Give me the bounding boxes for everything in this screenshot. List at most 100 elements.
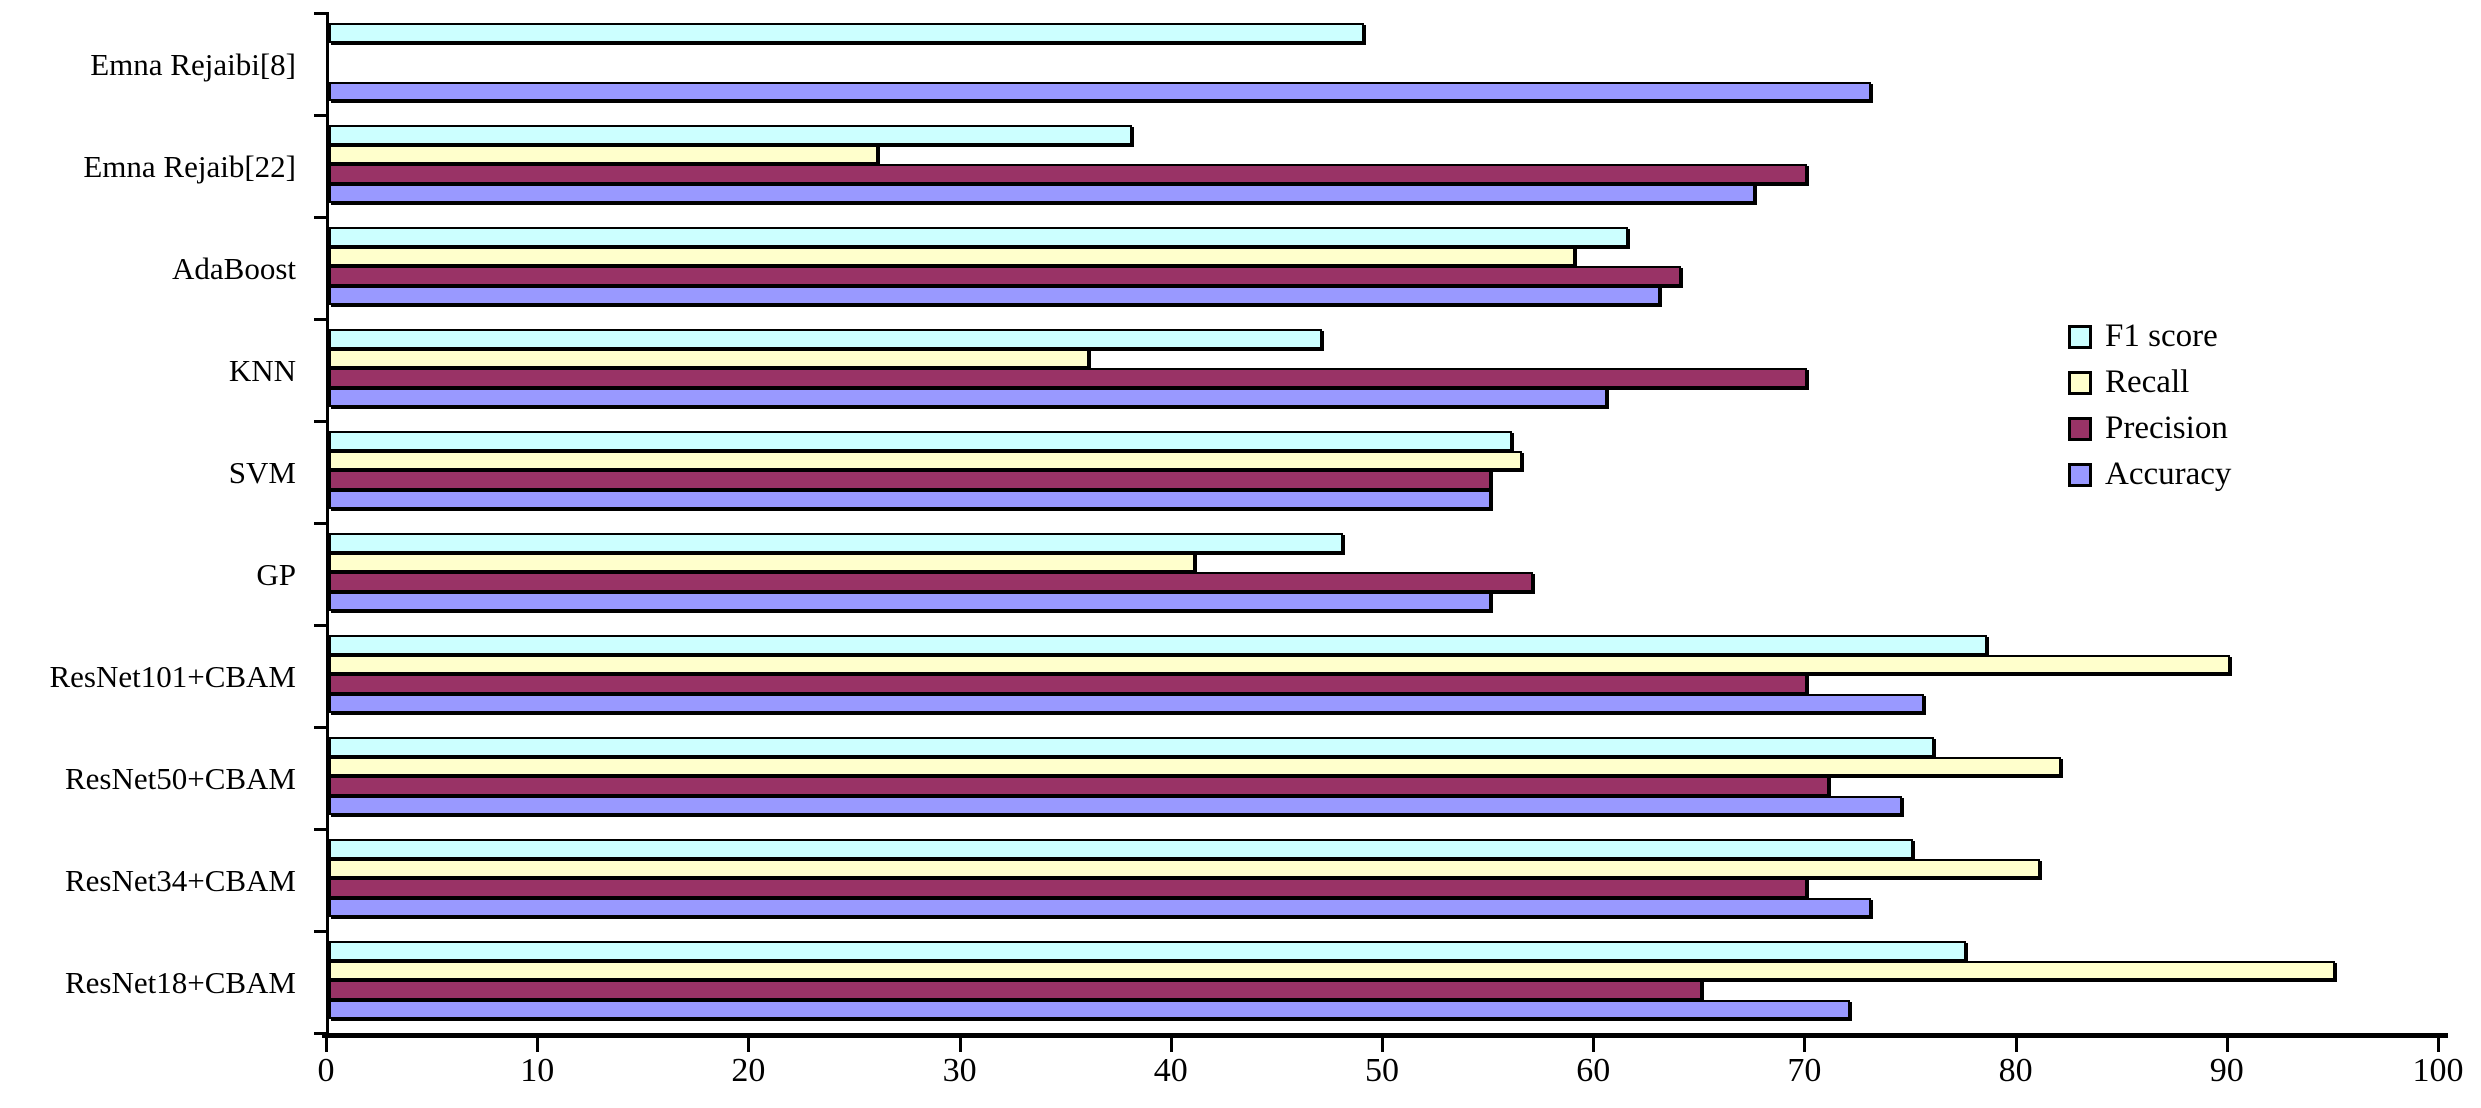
bar-slot <box>329 737 2441 757</box>
bar-slot <box>329 387 2441 407</box>
bar-slot <box>329 756 2441 776</box>
bar-precision <box>329 470 1491 490</box>
bar-group <box>329 320 2441 422</box>
bar-f1-score <box>329 635 1987 655</box>
bar-accuracy <box>329 489 1491 509</box>
bar-slot <box>329 23 2441 43</box>
y-axis-tick <box>314 930 328 933</box>
bar-precision <box>329 572 1533 592</box>
category-axis-labels: Emna Rejaibi[8] Emna Rejaib[22] AdaBoost KN… <box>0 14 306 1034</box>
x-axis-tick-label: 90 <box>2209 1052 2244 1089</box>
bar-slot <box>329 552 2441 572</box>
bar-slot <box>329 999 2441 1019</box>
bar-f1-score <box>329 23 1364 43</box>
x-axis-tick-label: 50 <box>1365 1052 1399 1089</box>
bar-slot <box>329 674 2441 694</box>
bar-group <box>329 218 2441 320</box>
bar-precision <box>329 776 1829 796</box>
x-axis-tick-label: 30 <box>942 1052 977 1089</box>
x-axis-tick <box>2014 1038 2018 1052</box>
y-axis-tick <box>314 318 328 321</box>
bar-f1-score <box>329 431 1512 451</box>
x-axis-tick-label: 100 <box>2412 1052 2464 1089</box>
bar-slot <box>329 144 2441 164</box>
x-axis-tick-label: 70 <box>1787 1052 1822 1089</box>
bar-slot <box>329 183 2441 203</box>
y-axis-tick <box>314 216 328 219</box>
legend-swatch-icon <box>2068 324 2092 349</box>
bar-f1-score <box>329 125 1132 145</box>
bar-f1-score <box>329 737 1935 757</box>
bar-recall <box>329 756 2061 776</box>
bar-f1-score <box>329 329 1322 349</box>
bar-precision <box>329 164 1808 184</box>
x-axis-tick-label: 40 <box>1153 1052 1188 1089</box>
bar-accuracy <box>329 387 1607 407</box>
bar-precision <box>329 368 1808 388</box>
x-axis-tick-label: 10 <box>520 1052 555 1089</box>
bar-f1-score <box>329 227 1628 247</box>
bar-slot <box>329 533 2441 553</box>
bar-recall <box>329 960 2336 980</box>
legend-item: Precision <box>2068 412 2231 445</box>
bar-slot <box>329 285 2441 305</box>
bar-slot <box>329 470 2441 490</box>
x-axis-tick-label: 60 <box>1576 1052 1611 1089</box>
bar-recall <box>329 858 2040 878</box>
legend-label: Accuracy <box>2105 456 2232 492</box>
bar-slot <box>329 591 2441 611</box>
bar-recall <box>329 450 1523 470</box>
category-label: GP <box>256 557 296 592</box>
bar-slot <box>329 227 2441 247</box>
x-axis-tick-label: 20 <box>731 1052 766 1089</box>
bar-slot <box>329 693 2441 713</box>
legend-swatch-icon <box>2068 370 2092 395</box>
bar-precision <box>329 266 1681 286</box>
bar-slot <box>329 125 2441 145</box>
x-axis-line <box>322 1033 2448 1038</box>
bar-slot <box>329 266 2441 286</box>
y-axis-tick <box>314 726 328 729</box>
bar-accuracy <box>329 693 1924 713</box>
category-label: AdaBoost <box>172 251 296 286</box>
x-axis-tick <box>2225 1038 2229 1052</box>
bar-recall <box>329 144 879 164</box>
legend-item: F1 score <box>2068 320 2231 353</box>
bar-precision <box>329 674 1808 694</box>
bar-group <box>329 830 2441 932</box>
bar-group <box>329 932 2441 1034</box>
bar-slot <box>329 246 2441 266</box>
x-axis-tick <box>325 1038 328 1052</box>
bar-slot <box>329 878 2441 898</box>
bar-slot <box>329 654 2441 674</box>
bar-group <box>329 626 2441 728</box>
x-axis-tick <box>1381 1038 1384 1052</box>
bar-recall <box>329 654 2230 674</box>
category-label: ResNet101+CBAM <box>49 659 296 694</box>
bar-slot <box>329 43 2441 63</box>
bar-group <box>329 422 2441 524</box>
bar-slot <box>329 776 2441 796</box>
x-axis-tick <box>1803 1038 1807 1052</box>
bar-accuracy <box>329 285 1660 305</box>
bar-slot <box>329 431 2441 451</box>
legend-item: Recall <box>2068 366 2231 399</box>
legend-item: Accuracy <box>2068 458 2231 491</box>
bar-accuracy <box>329 81 1871 101</box>
bar-accuracy <box>329 183 1755 203</box>
bar-precision <box>329 980 1702 1000</box>
legend-swatch-icon <box>2068 416 2092 441</box>
bar-slot <box>329 897 2441 917</box>
x-axis-tick <box>747 1038 751 1052</box>
y-axis-tick <box>314 1032 328 1035</box>
bar-slot <box>329 489 2441 509</box>
bar-f1-score <box>329 941 1966 961</box>
legend-label: F1 score <box>2105 318 2218 354</box>
bar-precision <box>329 878 1808 898</box>
category-label: Emna Rejaib[22] <box>83 149 296 184</box>
y-axis-tick <box>314 12 328 15</box>
bar-recall <box>329 246 1576 266</box>
x-axis-tick <box>536 1038 540 1052</box>
bar-slot <box>329 348 2441 368</box>
category-label: KNN <box>228 353 296 388</box>
